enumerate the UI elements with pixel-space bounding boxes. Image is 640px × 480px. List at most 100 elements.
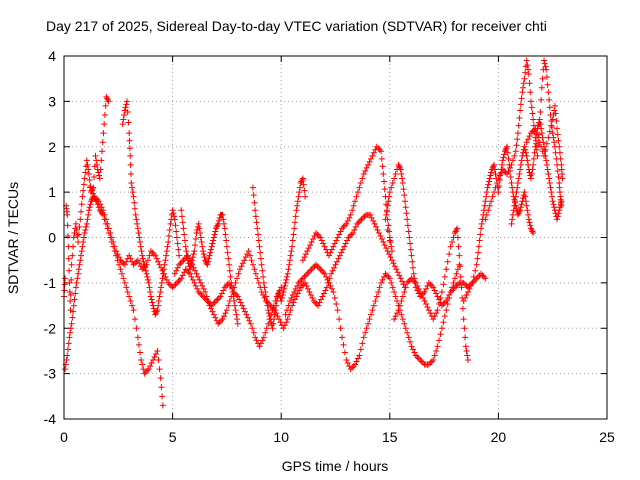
data-point — [119, 121, 126, 128]
data-point — [282, 311, 289, 318]
data-point — [254, 225, 261, 232]
data-point — [123, 284, 130, 291]
data-point — [373, 223, 380, 230]
tick-labels: 0 5 10 15 20 25 -4 -3 -2 -1 0 1 2 3 4 — [44, 48, 615, 445]
data-point — [524, 207, 531, 214]
data-point — [404, 216, 411, 223]
data-point — [430, 284, 437, 291]
data-point — [233, 311, 240, 318]
data-point — [388, 279, 395, 286]
data-point — [341, 243, 348, 250]
data-point — [538, 96, 545, 103]
data-point — [387, 254, 394, 261]
data-point — [134, 225, 141, 232]
data-point — [500, 154, 507, 161]
data-point — [85, 166, 92, 173]
data-point — [352, 361, 359, 368]
data-point — [414, 282, 421, 289]
data-point — [374, 226, 381, 233]
data-point — [369, 307, 376, 314]
data-point — [176, 261, 183, 268]
data-point — [148, 360, 155, 367]
data-point — [213, 298, 220, 305]
data-point — [433, 310, 440, 317]
data-point — [156, 261, 163, 268]
data-point — [558, 198, 565, 205]
data-point — [165, 232, 172, 239]
data-point — [160, 270, 167, 277]
data-point — [407, 240, 414, 247]
data-point — [320, 269, 327, 276]
chart-title: Day 217 of 2025, Sidereal Day-to-day VTE… — [46, 18, 547, 34]
data-point — [319, 293, 326, 300]
data-point — [543, 161, 550, 168]
data-point — [195, 288, 202, 295]
data-point — [412, 352, 419, 359]
data-point — [350, 363, 357, 370]
data-point — [71, 229, 78, 236]
data-point — [97, 166, 104, 173]
data-point — [381, 186, 388, 193]
data-point — [529, 110, 536, 117]
data-point — [257, 340, 264, 347]
data-point — [262, 329, 269, 336]
data-point — [469, 279, 476, 286]
data-point — [511, 152, 518, 159]
data-point — [436, 301, 443, 308]
data-point — [368, 214, 375, 221]
data-point — [251, 266, 258, 273]
data-point — [121, 111, 128, 118]
data-point — [345, 234, 352, 241]
data-point — [407, 338, 414, 345]
data-point — [104, 220, 111, 227]
data-point — [370, 149, 377, 156]
data-point — [551, 139, 558, 146]
data-point — [134, 334, 141, 341]
data-point — [502, 169, 509, 176]
data-point — [361, 213, 368, 220]
data-point — [150, 305, 157, 312]
data-point — [207, 305, 214, 312]
data-point — [144, 257, 151, 264]
data-point — [193, 270, 200, 277]
data-point — [318, 267, 325, 274]
data-point — [548, 193, 555, 200]
data-point — [76, 223, 83, 230]
data-point — [263, 325, 270, 332]
data-point — [515, 122, 522, 129]
data-point — [492, 184, 499, 191]
data-point — [538, 143, 545, 150]
data-point — [68, 320, 75, 327]
data-point — [327, 282, 334, 289]
data-point — [147, 248, 154, 255]
data-point — [255, 279, 262, 286]
data-point — [383, 207, 390, 214]
data-point — [128, 180, 135, 187]
data-point — [389, 284, 396, 291]
data-point — [250, 192, 257, 199]
data-point — [68, 261, 75, 268]
data-point — [436, 337, 443, 344]
data-point — [385, 273, 392, 280]
data-point — [341, 349, 348, 356]
data-point — [175, 278, 182, 285]
data-point — [388, 243, 395, 250]
data-point — [343, 220, 350, 227]
data-point — [456, 252, 463, 259]
data-point — [155, 298, 162, 305]
data-point — [78, 201, 85, 208]
data-point — [151, 353, 158, 360]
data-point — [352, 223, 359, 230]
data-point — [504, 143, 511, 150]
data-point — [538, 130, 545, 137]
data-point — [81, 229, 88, 236]
data-point — [159, 275, 166, 282]
data-point — [399, 316, 406, 323]
data-point — [139, 361, 146, 368]
data-point — [211, 299, 218, 306]
data-point — [450, 279, 457, 286]
data-point — [234, 316, 241, 323]
data-point — [83, 220, 90, 227]
data-point — [195, 220, 202, 227]
data-point — [223, 243, 230, 250]
